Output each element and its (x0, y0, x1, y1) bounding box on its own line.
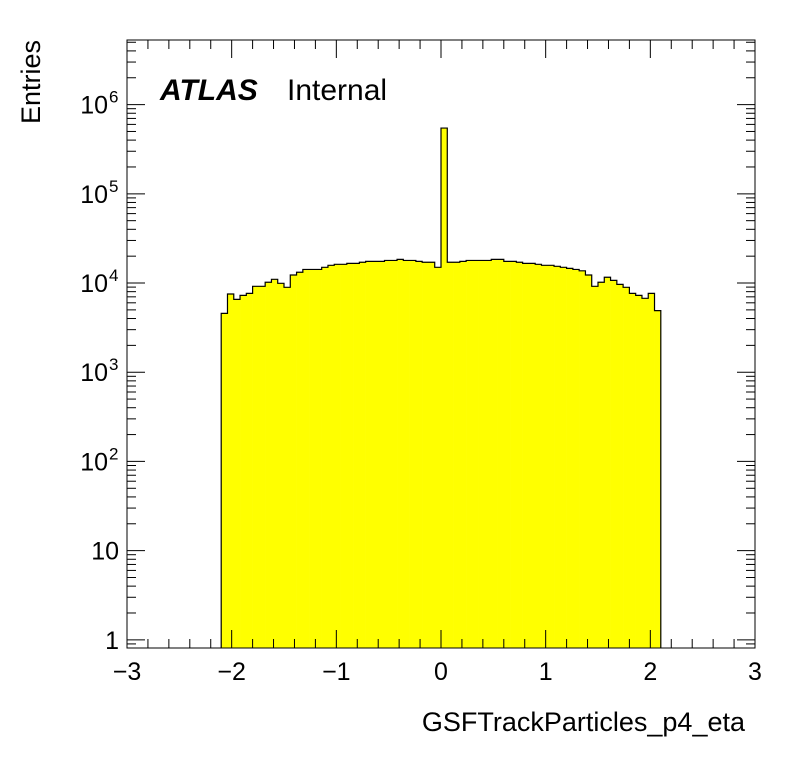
histogram-bin (616, 284, 624, 648)
histogram-bin (315, 269, 322, 648)
histogram-bin (510, 261, 517, 648)
y-tick-label: 10 (80, 270, 108, 298)
histogram-bin (623, 287, 630, 648)
y-tick-label: 10 (80, 448, 108, 476)
histogram-bin (252, 286, 260, 648)
histogram-bin (365, 261, 373, 648)
x-axis-label: GSFTrackParticles_p4_eta (422, 707, 746, 737)
y-tick-label: 10 (91, 538, 119, 566)
histogram-bin (472, 260, 479, 648)
histogram-bin (284, 287, 291, 648)
histogram-bin (221, 313, 228, 648)
histogram-bin (277, 283, 285, 648)
histogram-bin (227, 294, 235, 648)
y-tick-label: 1 (105, 627, 119, 655)
histogram-bin (353, 263, 360, 648)
histogram-bin (397, 259, 404, 648)
histogram-bin (453, 262, 461, 648)
y-tick-exponent: 2 (109, 444, 118, 463)
histogram-bin (591, 286, 599, 648)
histogram-bin (579, 270, 586, 648)
x-tick-label: −3 (113, 658, 142, 686)
histogram-bin (560, 267, 567, 648)
internal-label: Internal (287, 74, 387, 107)
histogram-bin (384, 260, 392, 648)
histogram-bin (296, 272, 304, 648)
histogram-bin (327, 265, 335, 648)
histogram-bin (641, 298, 649, 648)
histogram-bin (378, 261, 385, 648)
histogram-bin (447, 262, 454, 648)
histogram-bin (265, 282, 272, 648)
histogram-bin (428, 262, 436, 648)
x-tick-label: 0 (434, 658, 448, 686)
histogram-bin (309, 269, 316, 648)
histogram-bin (403, 260, 410, 648)
histogram-bin (466, 260, 473, 648)
y-tick-label: 10 (80, 359, 108, 387)
histogram-bin (654, 310, 662, 648)
histogram-bin (302, 269, 310, 648)
histogram-bin (491, 259, 498, 648)
histogram-outline (220, 127, 662, 648)
histogram-bin (585, 274, 593, 648)
histogram-bin (271, 279, 279, 648)
histogram-bin (648, 293, 655, 648)
histogram-bin (346, 263, 354, 648)
histogram-bin (566, 268, 574, 648)
histogram-bars (220, 127, 662, 649)
histogram-bin (522, 263, 530, 648)
histogram-bin (516, 262, 523, 648)
histogram-bin (246, 293, 253, 648)
histogram-bin (240, 295, 247, 648)
histogram-bin (415, 261, 423, 648)
histogram-bin (290, 274, 297, 648)
histogram-bin (340, 264, 348, 648)
histogram-bin (598, 282, 605, 648)
histogram-bin (371, 261, 379, 648)
y-tick-exponent: 4 (109, 266, 118, 285)
histogram-bin (604, 277, 611, 648)
histogram-bin (610, 280, 618, 648)
histogram-bin (478, 260, 486, 648)
histogram-bin (422, 262, 429, 648)
y-tick-label: 10 (80, 92, 108, 120)
y-tick-label: 10 (80, 181, 108, 209)
histogram-bin (334, 264, 341, 648)
histogram-bin (635, 295, 643, 648)
histogram-bin (390, 260, 398, 648)
histogram-bin (541, 265, 549, 648)
histogram-bin (629, 293, 636, 648)
y-tick-exponent: 3 (109, 355, 118, 374)
x-tick-label: −2 (217, 658, 246, 686)
histogram-bin (258, 286, 266, 648)
x-tick-label: 2 (643, 658, 657, 686)
histogram-bin (441, 128, 448, 649)
histogram-bin (503, 261, 511, 648)
atlas-label: ATLAS (159, 74, 258, 107)
y-axis-label: Entries (16, 40, 46, 124)
histogram-bin (459, 261, 467, 648)
y-tick-exponent: 5 (109, 177, 118, 196)
y-tick-exponent: 6 (109, 88, 118, 107)
histogram-bin (497, 259, 505, 648)
histogram-bin (554, 266, 561, 648)
histogram-bin (572, 269, 580, 648)
histogram-bin (528, 263, 536, 648)
histogram-bin (409, 260, 417, 648)
histogram-bin (484, 260, 492, 648)
histogram-bin (233, 299, 241, 648)
x-tick-label: 1 (539, 658, 553, 686)
x-tick-label: 3 (748, 658, 762, 686)
histogram-bin (547, 265, 555, 648)
histogram-bin (434, 267, 442, 648)
histogram-bin (321, 267, 329, 648)
x-tick-label: −1 (322, 658, 351, 686)
histogram-bin (359, 262, 366, 648)
histogram-bin (535, 264, 542, 648)
